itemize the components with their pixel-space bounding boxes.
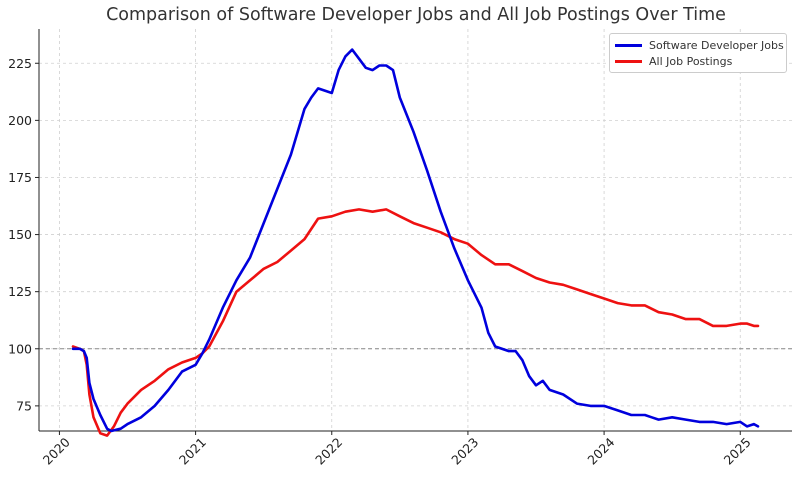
- y-tick-labels: 75 100 125 150 175 200 225: [8, 56, 32, 414]
- axes: [35, 29, 792, 435]
- grid: [39, 29, 792, 431]
- legend: Software Developer Jobs All Job Postings: [609, 33, 787, 73]
- legend-label-software: Software Developer Jobs: [649, 38, 784, 52]
- y-tick-label: 200: [8, 113, 32, 128]
- legend-label-all-jobs: All Job Postings: [649, 54, 733, 68]
- x-tick-label: 2023: [448, 435, 481, 468]
- series-line-all-job-postings: [71, 208, 760, 437]
- series-lines: [71, 48, 760, 437]
- y-tick-label: 175: [8, 170, 32, 185]
- y-tick-label: 225: [8, 56, 32, 71]
- legend-item-all-jobs: All Job Postings: [615, 53, 732, 69]
- legend-item-software: Software Developer Jobs: [615, 37, 784, 53]
- y-tick-label: 100: [8, 341, 32, 356]
- x-tick-label: 2024: [584, 434, 617, 467]
- y-tick-label: 125: [8, 284, 32, 299]
- x-tick-label: 2021: [176, 435, 209, 468]
- y-tick-label: 150: [8, 227, 32, 242]
- series-line-software-developer-jobs: [71, 48, 760, 433]
- x-tick-labels: 2020 2021 2022 2023 2024 2025: [40, 434, 754, 467]
- x-tick-label: 2022: [312, 435, 345, 468]
- y-tick-label: 75: [16, 398, 32, 413]
- x-tick-label: 2025: [721, 435, 754, 468]
- x-tick-label: 2020: [40, 434, 73, 467]
- legend-swatch-software: [615, 43, 642, 47]
- legend-swatch-all-jobs: [615, 59, 642, 63]
- chart-title: Comparison of Software Developer Jobs an…: [106, 5, 726, 25]
